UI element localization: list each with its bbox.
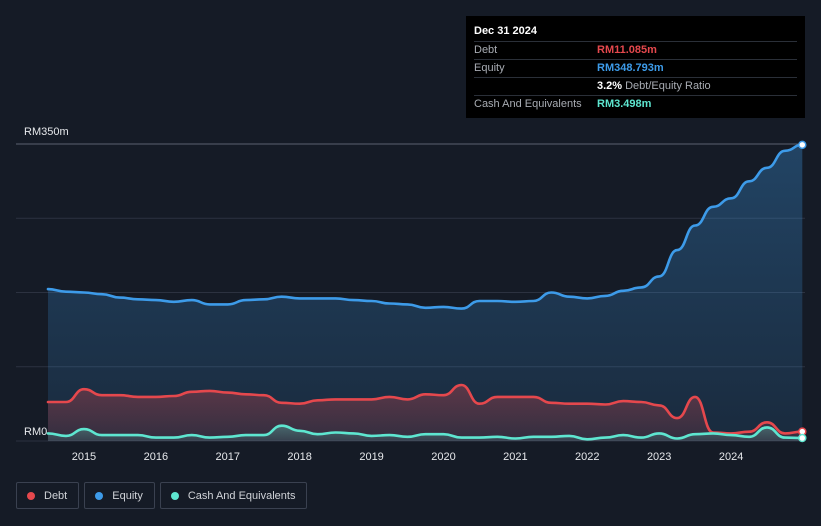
tooltip-value: 3.2% [597, 80, 623, 92]
cash-and-equivalents-end-point [798, 433, 807, 443]
y-axis-bottom-label: RM0 [24, 426, 47, 438]
tooltip-value: RM11.085m [597, 44, 657, 56]
tooltip-value: RM3.498m [597, 98, 652, 110]
x-tick-label: 2023 [647, 451, 671, 463]
debt-line [46, 383, 804, 435]
legend-label: Equity [112, 489, 143, 502]
x-tick-label: 2019 [359, 451, 383, 463]
tooltip-value: RM348.793m [597, 62, 664, 74]
chart-legend: Debt Equity Cash And Equivalents [16, 482, 312, 509]
tooltip-label: Cash And Equivalents [474, 98, 582, 110]
tooltip-row-debt: Debt RM11.085m [474, 41, 797, 59]
equity-area [48, 144, 803, 442]
series-lines [46, 143, 804, 441]
tooltip-date: Dec 31 2024 [474, 25, 537, 37]
x-tick-label: 2021 [503, 451, 527, 463]
legend-dot-icon [95, 491, 104, 500]
equity-end-point [798, 140, 807, 150]
tooltip-label [474, 78, 597, 95]
end-markers [798, 140, 807, 443]
legend-label: Cash And Equivalents [187, 489, 296, 502]
data-tooltip: Dec 31 2024 Debt RM11.085m Equity RM348.… [466, 16, 805, 118]
debt-area [48, 385, 803, 441]
tooltip-row-equity: Equity RM348.793m [474, 59, 797, 77]
x-tick-label: 2017 [216, 451, 240, 463]
tooltip-label: Equity [474, 62, 505, 74]
cash-and-equivalents-line [46, 424, 804, 441]
tooltip-label: Debt [474, 44, 498, 56]
tooltip-row-ratio: 3.2% Debt/Equity Ratio [474, 77, 797, 95]
legend-dot-icon [170, 491, 179, 500]
x-tick-label: 2018 [287, 451, 311, 463]
legend-item-equity[interactable]: Equity [84, 482, 155, 509]
equity-line [46, 143, 804, 310]
legend-label: Debt [44, 489, 68, 502]
tooltip-row-cash: Cash And Equivalents RM3.498m [474, 95, 797, 113]
x-tick-label: 2020 [431, 451, 455, 463]
legend-item-cash-and-equivalents[interactable]: Cash And Equivalents [159, 482, 308, 509]
x-tick-label: 2024 [719, 451, 743, 463]
tooltip-ratio-label: Debt/Equity Ratio [625, 80, 711, 92]
y-axis-top-label: RM350m [24, 126, 69, 138]
x-tick-label: 2016 [144, 451, 168, 463]
x-tick-label: 2015 [72, 451, 96, 463]
legend-dot-icon [27, 491, 35, 500]
x-tick-label: 2022 [575, 451, 599, 463]
legend-item-debt[interactable]: Debt [16, 482, 80, 509]
x-axis-tick-labels: 2015 2016 2017 2018 2019 2020 2021 2022 2023 2024 [72, 451, 744, 463]
